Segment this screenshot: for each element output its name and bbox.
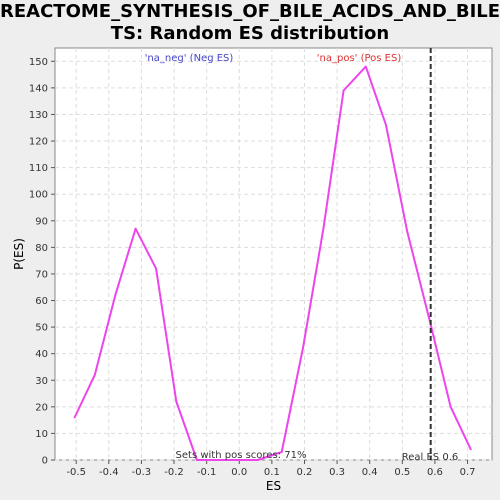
data-point <box>236 459 239 461</box>
y-tick-label: 50 <box>35 323 48 334</box>
data-point <box>134 227 137 230</box>
data-point <box>364 65 367 68</box>
series-layer <box>73 65 472 461</box>
data-point <box>280 451 283 453</box>
data-point <box>216 459 218 461</box>
y-tick-label: 60 <box>35 296 48 307</box>
x-tick-label: 0.6 <box>427 467 443 478</box>
x-tick-label: 0.4 <box>362 467 378 478</box>
data-point <box>195 459 198 461</box>
y-tick-label: 120 <box>29 137 48 148</box>
x-tick-label: 0.7 <box>460 467 476 478</box>
y-tick-label: 110 <box>29 163 48 174</box>
data-point <box>93 374 96 376</box>
plot-area <box>54 47 493 461</box>
axes: 0 10 20 30 40 50 60 70 80 90 100 110 120 130 140 150 -0.… <box>29 57 476 478</box>
y-axis-label: P(ES) <box>12 238 26 270</box>
y-tick-label: 30 <box>35 376 48 387</box>
chart-title: REACTOME_SYNTHESIS_OF_BILE_ACIDS_AND_BIL… <box>0 1 500 45</box>
x-tick-label: 0.1 <box>264 467 280 478</box>
y-tick-label: 0 <box>42 456 48 467</box>
x-tick-label: -0.5 <box>66 467 86 478</box>
x-tick-label: 0.0 <box>231 467 247 478</box>
chart-title-line-2: TS: Random ES distribution <box>110 23 390 44</box>
x-tick-label: -0.2 <box>164 467 184 478</box>
y-tick-label: 150 <box>29 57 48 68</box>
y-tick-label: 100 <box>29 190 48 201</box>
x-tick-label: 0.3 <box>329 467 345 478</box>
data-point <box>449 405 452 408</box>
y-tick-label: 70 <box>35 269 48 280</box>
neg-es-label: 'na_neg' (Neg ES) <box>145 53 234 64</box>
series-line <box>73 65 472 461</box>
data-point <box>256 459 259 461</box>
y-tick-label: 20 <box>35 402 48 413</box>
y-tick-label: 140 <box>29 83 48 94</box>
y-tick-label: 130 <box>29 110 48 121</box>
pos-es-label: 'na_pos' (Pos ES) <box>317 53 402 64</box>
data-point <box>73 416 76 419</box>
y-tick-label: 90 <box>35 216 48 227</box>
y-tick-label: 40 <box>35 349 48 360</box>
chart-title-line-1: REACTOME_SYNTHESIS_OF_BILE_ACIDS_AND_BIL… <box>0 1 500 22</box>
x-tick-label: -0.4 <box>99 467 119 478</box>
data-point <box>301 347 304 350</box>
x-tick-label: 0.2 <box>297 467 313 478</box>
x-axis-label: ES <box>266 479 281 493</box>
annotations: Real ES 0.6 'na_neg' (Neg ES) 'na_pos' (Po… <box>145 48 458 463</box>
data-point <box>322 227 325 230</box>
data-point <box>385 124 387 126</box>
y-tick-label: 10 <box>35 429 48 440</box>
data-point <box>342 89 345 92</box>
data-point <box>175 400 178 403</box>
x-tick-label: 0.5 <box>394 467 410 478</box>
x-tick-label: -0.3 <box>132 467 152 478</box>
data-point <box>155 267 157 270</box>
pos-scores-label: Sets with pos scores: 71% <box>176 450 307 461</box>
x-tick-label: -0.1 <box>197 467 217 478</box>
data-point <box>114 294 117 297</box>
y-tick-label: 80 <box>35 243 48 254</box>
data-point <box>406 230 409 233</box>
real-es-label: Real ES 0.6 <box>402 452 458 463</box>
data-point <box>469 448 472 451</box>
